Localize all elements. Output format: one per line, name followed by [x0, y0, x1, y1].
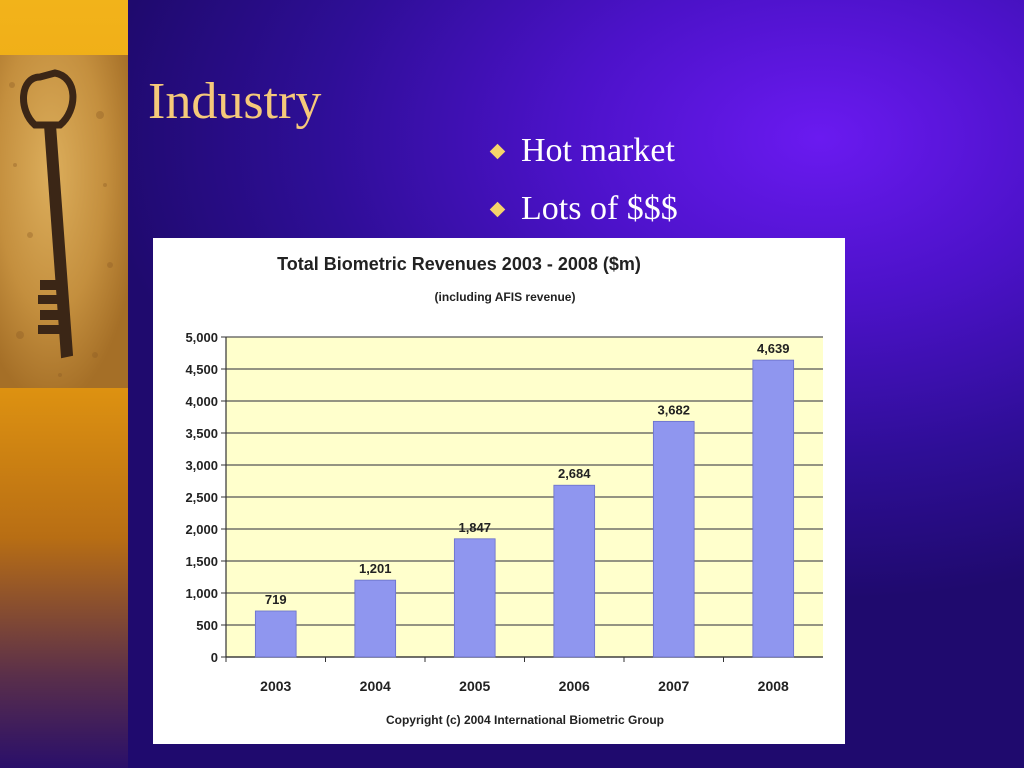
x-tick-label: 2008: [758, 678, 789, 694]
x-tick-label: 2006: [559, 678, 590, 694]
y-tick-label: 5,000: [185, 330, 218, 345]
x-tick-label: 2005: [459, 678, 490, 694]
data-label: 1,847: [458, 520, 491, 535]
bullet-item: Hot market: [489, 122, 678, 180]
x-tick-label: 2003: [260, 678, 291, 694]
bullet-item: Lots of $$$: [489, 180, 678, 238]
revenue-chart: Total Biometric Revenues 2003 - 2008 ($m…: [153, 238, 845, 744]
bar: [553, 484, 596, 658]
y-tick-label: 3,500: [185, 426, 218, 441]
y-tick-label: 0: [211, 650, 218, 665]
bullet-list: Hot market Lots of $$$: [489, 122, 678, 238]
bullet-text: Hot market: [521, 132, 675, 169]
y-tick-label: 2,000: [185, 522, 218, 537]
bar: [752, 359, 795, 658]
diamond-bullet-icon: [489, 201, 506, 217]
x-tick-label: 2007: [658, 678, 689, 694]
key-photo: [0, 55, 128, 388]
y-tick-label: 4,000: [185, 394, 218, 409]
y-tick-label: 2,500: [185, 490, 218, 505]
bar: [652, 420, 695, 658]
slide-title: Industry: [148, 73, 322, 130]
diamond-bullet-icon: [489, 143, 506, 159]
bar: [254, 610, 297, 658]
data-label: 1,201: [359, 561, 392, 576]
y-tick-label: 4,500: [185, 362, 218, 377]
chart-subtitle: (including AFIS revenue): [435, 290, 576, 304]
chart-title: Total Biometric Revenues 2003 - 2008 ($m…: [277, 254, 641, 274]
y-tick-label: 1,000: [185, 586, 218, 601]
chart-footer: Copyright (c) 2004 International Biometr…: [386, 713, 664, 727]
bullet-text: Lots of $$$: [521, 190, 678, 227]
bar: [354, 579, 397, 658]
y-tick-label: 1,500: [185, 554, 218, 569]
bar: [453, 538, 496, 658]
y-tick-label: 3,000: [185, 458, 218, 473]
data-label: 719: [265, 592, 287, 607]
data-label: 4,639: [757, 341, 790, 356]
data-label: 2,684: [558, 466, 591, 481]
chart-svg: Total Biometric Revenues 2003 - 2008 ($m…: [185, 254, 823, 727]
data-label: 3,682: [657, 402, 690, 417]
x-tick-label: 2004: [360, 678, 391, 694]
y-tick-label: 500: [196, 618, 218, 633]
